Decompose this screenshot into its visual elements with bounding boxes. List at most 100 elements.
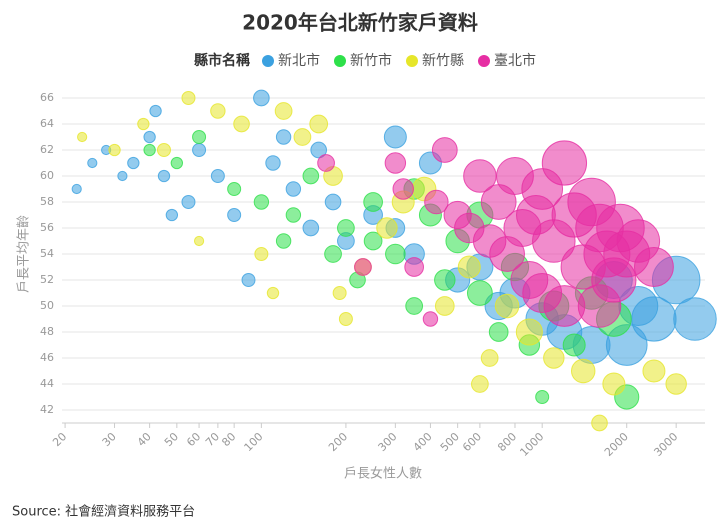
bubble [266,286,280,300]
bubble [602,372,626,396]
bubble [338,311,353,327]
bubble [673,297,717,341]
x-tick-label: 300 [376,430,400,454]
bubble [143,143,156,157]
bubble [332,285,347,301]
legend-marker [406,55,418,67]
bubble [466,280,493,306]
bubble [337,219,355,237]
bubble [309,114,329,134]
bubble [480,349,499,367]
legend-label: 新竹市 [350,52,392,69]
bubble [192,129,207,145]
y-tick-label: 52 [40,273,54,286]
x-tick-label: 50 [162,430,181,449]
bubble [165,208,179,222]
bubble [233,115,250,133]
y-tick-label: 56 [40,221,54,234]
bubble [192,142,207,158]
bubble [577,284,622,328]
x-axis-title: 戶長女性人數 [344,466,422,482]
bubble [253,89,270,107]
bubble [193,235,205,247]
bubble [317,154,335,172]
bubble [591,414,608,432]
x-tick-label: 80 [219,430,238,449]
bubble [570,358,596,384]
x-tick-label: 3000 [651,430,680,459]
legend: 新北市 新竹市 新竹縣 臺北市 [262,52,536,69]
y-tick-label: 64 [40,117,54,130]
y-tick-label: 62 [40,143,54,156]
bubble [149,104,162,118]
bubble [642,359,666,383]
x-tick-label: 2000 [602,430,631,459]
bubble [137,117,150,131]
source: Source: 社會經濟資料服務平台 [12,504,195,520]
bubble [310,141,328,159]
bubble [405,297,424,315]
chart-title: 2020年台北新竹家戶資料 [242,11,478,35]
x-tick-label: 1000 [517,430,546,459]
y-tick-label: 44 [40,377,54,390]
y-tick-label: 48 [40,325,54,338]
bubble [515,318,543,346]
plot [71,89,717,432]
bubble [541,140,588,186]
bubble [434,296,455,316]
y-tick-label: 50 [40,299,54,312]
y-tick-label: 58 [40,195,54,208]
bubble [488,322,509,342]
bubble [108,143,121,157]
bubble [392,178,414,200]
bubble [424,189,449,215]
bubble [363,231,383,251]
x-tick-label: 200 [326,430,350,454]
bubble [227,207,242,223]
bubble [181,194,196,210]
legend-marker [262,55,274,67]
bubble [210,103,226,119]
x-tick-label: 40 [135,430,154,449]
x-tick-label: 100 [242,430,266,454]
bubble [434,269,456,291]
bubble [77,131,88,143]
bubble [156,142,171,158]
bubble [157,169,171,183]
legend-label: 新竹縣 [422,53,464,69]
bubble [302,167,320,185]
bubble [354,258,372,276]
bubble [383,125,407,149]
bubble [285,207,302,223]
bubble [324,193,342,211]
bubble [543,347,565,369]
bubble [265,155,281,171]
x-tick-label: 30 [100,430,119,449]
legend-marker [334,55,346,67]
bubble [376,217,398,239]
bubble [422,311,439,327]
bubble [494,293,520,319]
legend-label: 新北市 [278,52,320,69]
bubble [71,183,82,195]
y-tick-label: 46 [40,351,54,364]
y-tick-label: 60 [40,169,54,182]
bubble [471,375,489,393]
legend-label: 臺北市 [494,52,536,69]
legend-marker [478,55,490,67]
legend-title: 縣市名稱 [194,52,250,69]
bubble [302,219,320,237]
bubble [87,157,98,169]
bubble [431,137,458,163]
y-axis-title: 戶長平均年齡 [17,215,32,293]
x-tick-label: 20 [50,430,69,449]
y-tick-label: 42 [40,403,54,416]
x-tick-label: 500 [438,430,462,454]
bubble [293,128,312,146]
bubble [253,194,270,210]
bubble [117,170,128,182]
bubble [275,233,292,249]
bubble [535,389,550,405]
bubble [363,192,383,212]
